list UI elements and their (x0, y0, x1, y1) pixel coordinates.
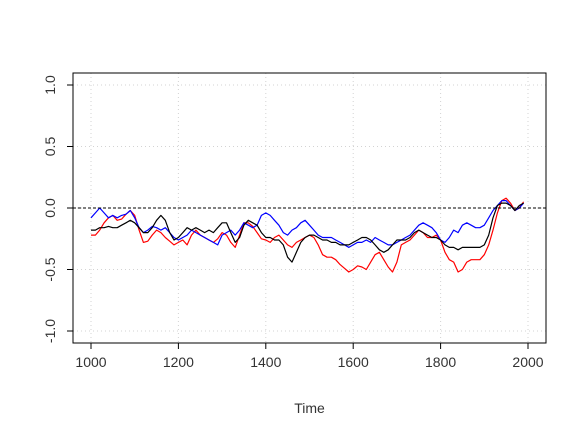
y-tick-label: -0.5 (42, 257, 58, 281)
y-axis: -1.0 -0.5 0.0 0.5 1.0 (42, 75, 74, 343)
x-tick-label: 2000 (512, 354, 543, 370)
y-tick-label: -1.0 (42, 319, 58, 343)
x-axis-label: Time (294, 400, 325, 416)
series-line-3 (91, 202, 524, 263)
y-tick-label: 0.0 (42, 198, 58, 218)
x-tick-label: 1600 (338, 354, 369, 370)
x-tick-label: 1800 (425, 354, 456, 370)
y-tick-label: 1.0 (42, 75, 58, 95)
x-tick-label: 1000 (75, 354, 106, 370)
x-axis: 1000 1200 1400 1600 1800 2000 (75, 342, 544, 370)
series-line-2 (90, 200, 525, 248)
y-tick-label: 0.5 (42, 137, 58, 157)
x-tick-label: 1400 (250, 354, 281, 370)
series-line-1 (91, 197, 525, 273)
x-tick-label: 1200 (163, 354, 194, 370)
series-group (90, 197, 525, 273)
